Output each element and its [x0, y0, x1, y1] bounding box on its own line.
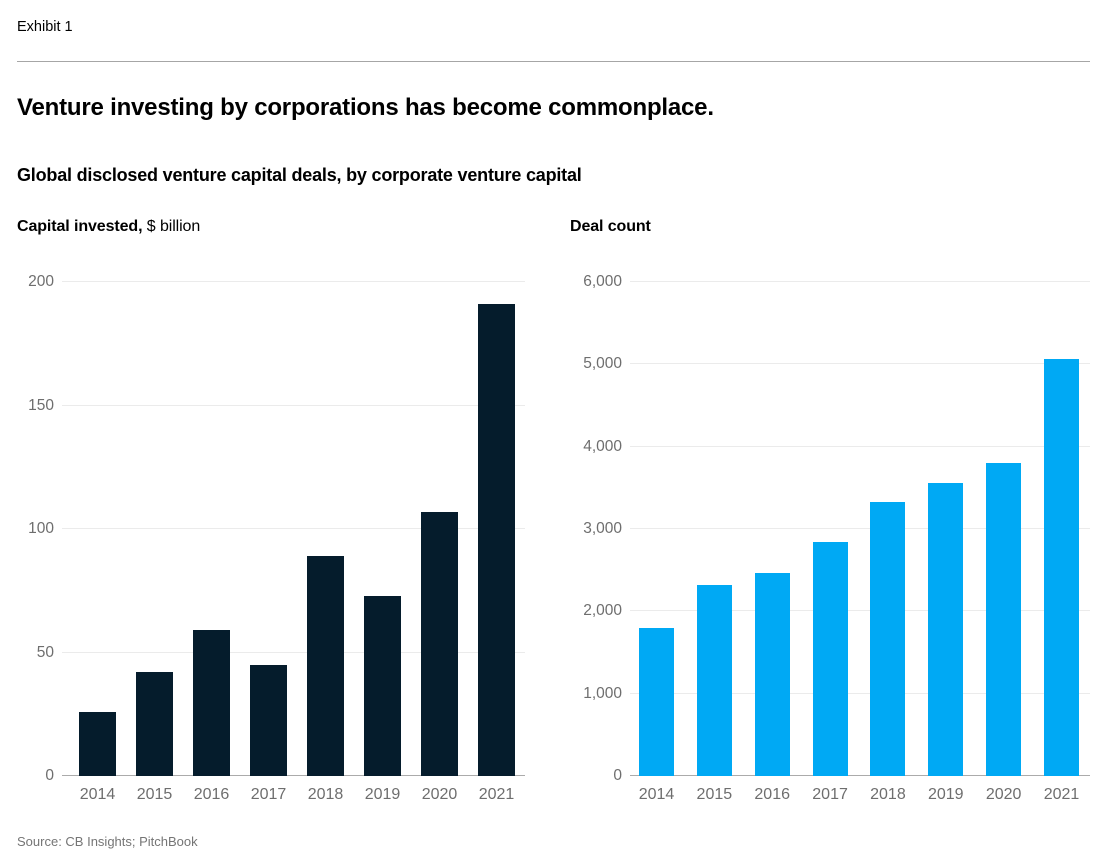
bar-2020 [421, 511, 458, 776]
bar-2014 [79, 711, 116, 776]
deal-count-chart-title: Deal count [570, 218, 651, 236]
divider-rule [17, 61, 1090, 62]
gridline [62, 528, 525, 529]
bar-2021 [478, 304, 515, 776]
bar-2016 [193, 630, 230, 776]
x-tick-label: 2019 [927, 786, 964, 803]
y-tick-label: 50 [36, 643, 54, 661]
bar-2017 [250, 664, 287, 776]
y-tick-label: 150 [28, 396, 54, 414]
y-tick-label: 6,000 [583, 273, 622, 290]
x-tick-label: 2016 [754, 786, 790, 803]
chart-title-bold: Capital invested, [17, 218, 143, 235]
gridline [62, 404, 525, 406]
y-tick-label: 4,000 [583, 437, 622, 455]
bar-2015 [136, 672, 173, 776]
y-tick-label: 0 [45, 767, 54, 784]
gridline [630, 281, 1090, 282]
y-tick-label: 3,000 [583, 520, 622, 537]
bar-2017 [812, 542, 848, 776]
x-tick-label: 2016 [193, 786, 230, 803]
x-tick-label: 2015 [696, 786, 733, 803]
x-tick-label: 2014 [79, 786, 116, 803]
bar-2021 [1044, 359, 1079, 776]
x-tick-label: 2020 [421, 786, 458, 803]
x-tick-label: 2017 [250, 786, 287, 803]
chart-title-unit: $ billion [142, 218, 201, 235]
capital-invested-chart-title: Capital invested, $ billion [17, 218, 200, 236]
bar-2020 [986, 463, 1022, 776]
x-axis-line [630, 775, 1090, 776]
bar-2018 [870, 501, 906, 776]
x-tick-label: 2018 [870, 786, 906, 803]
capital-invested-chart: Capital invested, $ billion 2014 2015 2016… [17, 210, 525, 820]
bar-2019 [364, 595, 401, 776]
bar-2015 [696, 585, 732, 776]
deal-count-chart: Deal count 2014 2015 2016 2017 2018 2019 2020 2… [570, 210, 1090, 820]
y-tick-label: 0 [613, 767, 622, 784]
gridline [630, 610, 1090, 612]
x-tick-label: 2019 [364, 786, 401, 803]
x-tick-label: 2021 [1043, 786, 1080, 803]
deal-count-plot-area: 2014 2015 2016 2017 2018 2019 2020 2021 [630, 281, 1090, 803]
capital-invested-plot-area: 2014 2015 2016 2017 2018 2019 2020 2021 [62, 281, 525, 803]
x-tick-label: 2014 [638, 786, 675, 803]
y-tick-label: 5,000 [583, 355, 622, 373]
page-title: Venture investing by corporations has be… [17, 94, 714, 121]
gridline [62, 651, 525, 653]
gridline [62, 281, 525, 282]
x-tick-label: 2018 [307, 786, 344, 803]
x-axis-line [62, 775, 525, 776]
exhibit-label: Exhibit 1 [17, 19, 73, 35]
page-subtitle: Global disclosed venture capital deals, … [17, 165, 582, 185]
x-tick-label: 2015 [136, 786, 173, 803]
y-tick-label: 100 [28, 520, 54, 537]
bar-2018 [307, 556, 344, 776]
x-tick-label: 2020 [985, 786, 1022, 803]
x-tick-label: 2021 [478, 786, 515, 803]
bar-2019 [928, 482, 964, 776]
bar-2014 [639, 627, 674, 776]
chart-title-bold: Deal count [570, 218, 651, 235]
source-attribution: Source: CB Insights; PitchBook [17, 834, 198, 849]
y-tick-label: 200 [28, 273, 54, 290]
gridline [630, 445, 1090, 447]
gridline [630, 692, 1090, 694]
bar-2016 [754, 573, 790, 776]
gridline [630, 528, 1090, 529]
y-tick-label: 2,000 [583, 602, 622, 620]
x-tick-label: 2017 [812, 786, 848, 803]
gridline [630, 363, 1090, 365]
y-tick-label: 1,000 [583, 684, 622, 702]
